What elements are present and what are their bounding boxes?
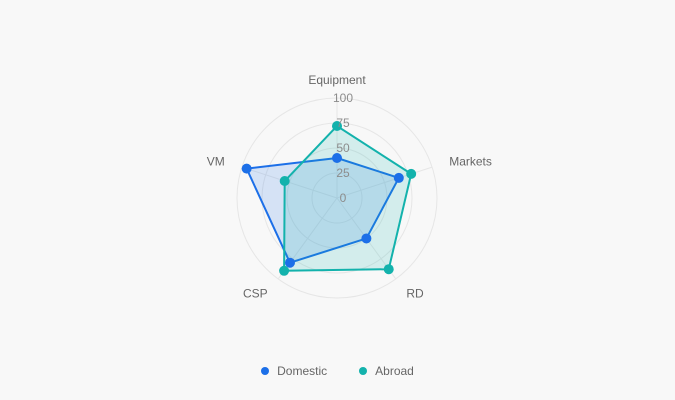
tick-label: 50 xyxy=(336,141,350,155)
indicator-label-markets: Markets xyxy=(449,155,492,169)
grid-spoke xyxy=(336,166,433,199)
data-point-domestic-markets[interactable] xyxy=(393,172,404,183)
indicator-label-equipment: Equipment xyxy=(308,73,366,87)
legend-item-domestic[interactable]: Domestic xyxy=(261,364,327,378)
radar-labels: 0 25 50 75 100 Equipment Markets RD CSP VM xyxy=(207,73,492,300)
data-point-abroad-markets[interactable] xyxy=(406,168,417,179)
legend-marker-abroad xyxy=(359,367,368,375)
indicator-label-csp: CSP xyxy=(243,286,268,300)
tick-label: 0 xyxy=(340,191,347,205)
indicator-label-vm: VM xyxy=(207,155,225,169)
series-area-abroad xyxy=(283,125,413,272)
legend: Domestic Abroad xyxy=(0,364,675,378)
legend-label-abroad: Abroad xyxy=(375,364,414,378)
legend-label-domestic: Domestic xyxy=(277,364,328,378)
tick-label: 25 xyxy=(336,166,350,180)
data-point-domestic-equipment[interactable] xyxy=(332,153,342,163)
data-point-abroad-rd[interactable] xyxy=(383,264,394,275)
legend-marker-domestic xyxy=(261,367,270,375)
radar-series-layer xyxy=(241,121,417,276)
data-point-abroad-vm[interactable] xyxy=(279,176,290,187)
data-point-abroad-equipment[interactable] xyxy=(332,121,342,131)
legend-item-abroad[interactable]: Abroad xyxy=(359,364,414,378)
indicator-label-rd: RD xyxy=(406,286,424,300)
tick-label: 75 xyxy=(336,116,350,130)
tick-label: 100 xyxy=(333,91,353,105)
data-point-domestic-csp[interactable] xyxy=(284,257,295,268)
data-point-domestic-rd[interactable] xyxy=(361,233,372,244)
data-point-abroad-csp[interactable] xyxy=(279,265,290,276)
data-point-domestic-vm[interactable] xyxy=(241,163,252,174)
